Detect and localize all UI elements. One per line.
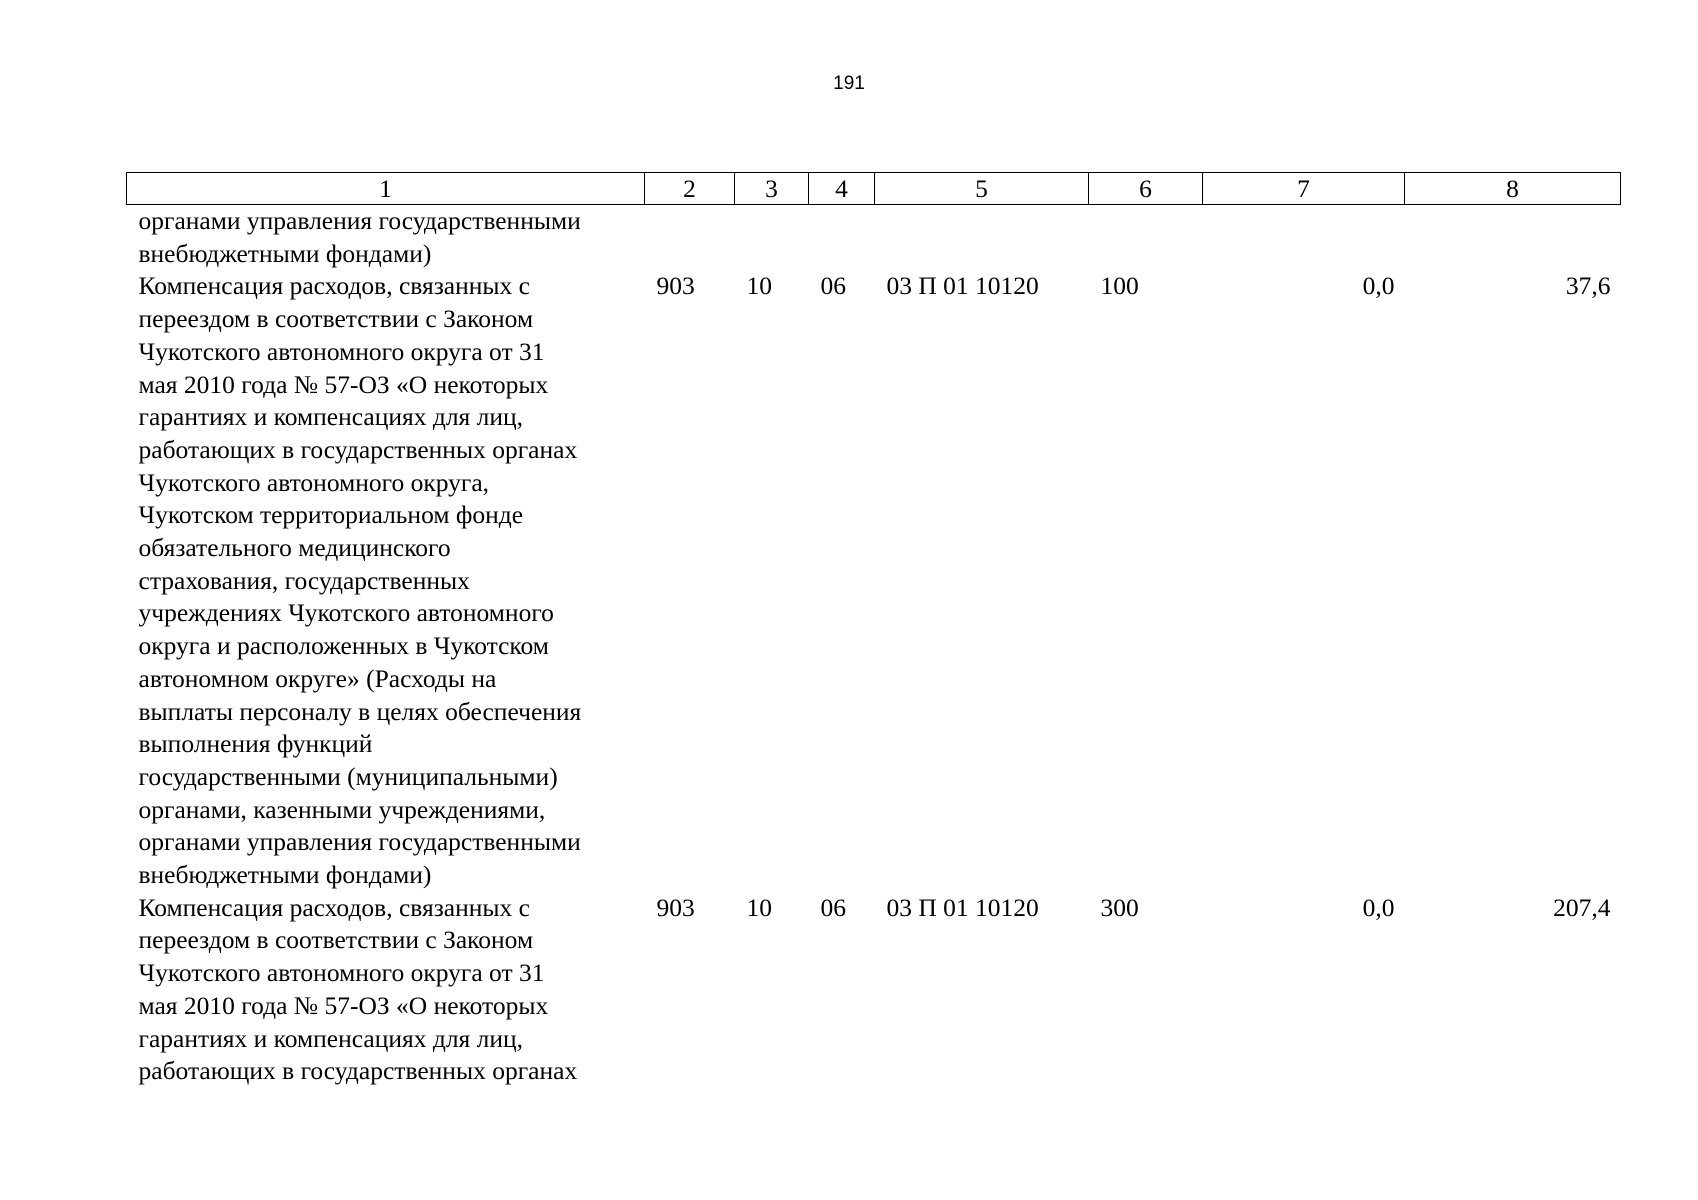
cell-expense-type: 300 (1100, 892, 1139, 922)
column-header-3: 3 (734, 172, 809, 205)
item-name-line: государственными (муниципальными) (138, 761, 558, 791)
cell-section: 10 (746, 271, 773, 301)
item-name-line: Чукотского автономного округа от 31 (138, 958, 545, 988)
table-body: органами управления государственными внеб… (127, 205, 1621, 1088)
item-name-line: работающих в государственных органах (138, 434, 578, 464)
item-name-line: мая 2010 года № 57-ОЗ «О некоторых (138, 369, 549, 399)
budget-table: 1 2 3 4 5 6 7 8 органами управления госу… (126, 172, 1621, 1088)
item-name-line: мая 2010 года № 57-ОЗ «О некоторых (138, 990, 549, 1020)
column-header-7: 7 (1202, 172, 1405, 205)
item-name-line: внебюджетными фондами) (138, 238, 432, 268)
cell-amount-col8: 207,4 (1553, 892, 1611, 922)
cell-ministry-code: 903 (656, 271, 695, 301)
item-name-line: органами, казенными учреждениями, (138, 794, 546, 824)
cell-subsection (809, 205, 875, 271)
cell-ministry-code: 903 (656, 892, 695, 922)
item-name-line: органами управления государственными (138, 206, 581, 235)
item-name-line: обязательного медицинского (138, 533, 451, 563)
cell-target-article: 03 П 01 10120 (886, 892, 1039, 922)
cell-item-name: органами управления государственными внеб… (127, 205, 645, 271)
column-header-2: 2 (644, 172, 735, 205)
item-name-line: переездом в соответствии с Законом (138, 925, 534, 955)
item-name-line: органами управления государственными (138, 827, 581, 857)
item-name-line: выплаты персоналу в целях обеспечения (138, 696, 582, 726)
item-name-line: учреждениях Чукотского автономного (138, 598, 554, 628)
item-name-line: Компенсация расходов, связанных с (138, 271, 530, 301)
cell-amount-col7 (1203, 205, 1405, 271)
item-name-line: Чукотского автономного округа от 31 (138, 336, 545, 366)
item-name-line: выполнения функций (138, 729, 373, 759)
item-name-line: страхования, государственных (138, 565, 470, 595)
table-row: Компенсация расходов, связанных с переезд… (127, 270, 1621, 891)
cell-expense-type: 100 (1100, 271, 1139, 301)
cell-subsection: 06 (820, 271, 847, 301)
cell-amount-col8 (1405, 205, 1621, 271)
item-name-line: Компенсация расходов, связанных с (138, 892, 530, 922)
item-name-line: Чукотском территориальном фонде (138, 500, 524, 530)
item-name-line: работающих в государственных органах (138, 1056, 578, 1086)
cell-target-article: 03 П 01 10120 (886, 271, 1039, 301)
cell-item-name: Компенсация расходов, связанных с переезд… (127, 270, 645, 891)
item-name-line: округа и расположенных в Чукотском (138, 631, 549, 661)
cell-amount-col7: 0,0 (1362, 271, 1395, 301)
table-row: органами управления государственными внеб… (127, 205, 1621, 271)
item-name-line: гарантиях и компенсациях для лиц, (138, 1023, 524, 1053)
column-header-5: 5 (874, 172, 1089, 205)
cell-section: 10 (746, 892, 773, 922)
cell-amount-col7: 0,0 (1362, 892, 1395, 922)
item-name-line: внебюджетными фондами) (138, 860, 432, 890)
table-row: Компенсация расходов, связанных с переезд… (127, 892, 1621, 1088)
cell-section (735, 205, 809, 271)
cell-target-article (875, 205, 1089, 271)
item-name-line: Чукотского автономного округа, (138, 467, 490, 497)
cell-amount-col8: 37,6 (1565, 271, 1611, 301)
item-name-line: автономном округе» (Расходы на (138, 663, 497, 693)
item-name-line: переездом в соответствии с Законом (138, 304, 534, 334)
cell-subsection: 06 (820, 892, 847, 922)
item-name-line: гарантиях и компенсациях для лиц, (138, 402, 524, 432)
column-header-8: 8 (1404, 172, 1621, 205)
column-header-6: 6 (1088, 172, 1203, 205)
column-header-1: 1 (126, 172, 645, 205)
page-number: 191 (833, 73, 865, 94)
cell-expense-type (1089, 205, 1203, 271)
cell-ministry-code (645, 205, 735, 271)
table-header-row: 1 2 3 4 5 6 7 8 (126, 172, 1621, 205)
cell-item-name: Компенсация расходов, связанных с переезд… (127, 892, 645, 1088)
column-header-4: 4 (808, 172, 875, 205)
